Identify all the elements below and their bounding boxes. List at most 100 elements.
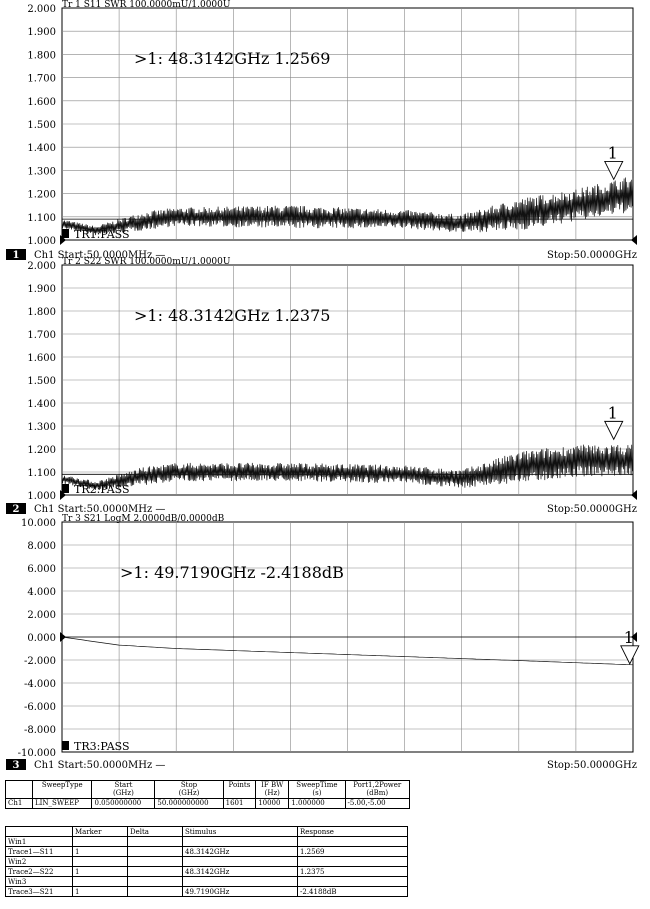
sweep-cell: 10000 [255,798,290,809]
sweep-header-cell: Start (GHz) [91,780,156,799]
marker-data-row: Trace3—S21 1 49.7190GHz -2.4188dB [5,886,408,897]
marker-triangle [604,420,624,441]
footer-start: Ch1 Start:50.0000MHz — [34,760,165,771]
channel-badge [6,759,26,770]
marker-cell: Trace3—S21 [5,886,73,897]
y-tick-label: 1.900 [27,284,56,295]
trace-line [61,444,634,490]
footer-start: Ch1 Start:50.0000MHz — [34,250,165,261]
marker-triangle [604,160,624,181]
y-tick-label: 1.300 [27,422,56,433]
marker-number-label: 1 [624,628,634,647]
marker-cell: Win3 [5,876,73,887]
sweep-header-cell: Points [222,780,257,799]
sweep-cell: 0.050000000 [91,798,156,809]
marker-cell [72,836,128,847]
sweep-cell: LIN_SWEEP [31,798,93,809]
marker-header-row: Marker Delta Stimulus Response [5,826,408,837]
marker-cell [72,876,128,887]
channel-number: 3 [13,760,20,771]
marker-cell [182,876,298,887]
reference-arrow-left [60,490,66,500]
marker-cell: 1.2569 [297,846,408,857]
pass-indicator [62,741,69,750]
marker-header-cell: Response [297,826,408,837]
sweep-cell: -5.00,-5.00 [344,798,410,809]
marker-data-row: Trace1—S11 1 48.3142GHz 1.2569 [5,846,408,857]
sweep-header-cell: SweepType [31,780,93,799]
marker-cell [297,856,408,867]
marker-cell: Trace1—S11 [5,846,73,857]
sweep-header-cell: Stop (GHz) [154,780,224,799]
marker-cell: 48.3142GHz [182,866,298,877]
sweep-header-text: Start (GHz) [112,781,134,797]
y-tick-label: 1.500 [27,376,56,387]
y-tick-label: 1.200 [27,445,56,456]
reference-arrow-right [631,235,637,245]
plot-panel-2: 2.000 1.900 1.800 1.700 1.600 1.500 1.400 1.300… [6,257,637,515]
sweep-header-text: Stop (GHz) [178,781,200,797]
footer-stop: Stop:50.0000GHz [547,760,637,771]
sweep-header-text: SweepTime (s) [296,781,338,797]
y-tick-label: 1.600 [27,97,56,108]
pass-label: TR2:PASS [74,483,130,496]
marker-cell: 1 [72,886,128,897]
marker-cell [72,856,128,867]
sweep-settings-table: SweepType Start (GHz) Stop (GHz) Points … [5,780,410,809]
channel-badge [6,249,26,260]
marker-cell: 48.3142GHz [182,846,298,857]
y-tick-label: 1.800 [27,50,56,61]
marker-number-label: 1 [608,403,618,422]
y-tick-label: 1.400 [27,399,56,410]
y-tick-label: 1.000 [27,236,56,247]
marker-number-label: 1 [608,143,618,162]
trace-line [61,177,634,236]
marker-cell: 1.2375 [297,866,408,877]
marker-cell [182,856,298,867]
trace-header: Tr 2 S22 SWR 100.0000mU/1.0000U [62,257,231,267]
marker-cell: 1 [72,866,128,877]
y-tick-label: -4.000 [24,679,56,690]
sweep-header-text: IF BW (Hz) [261,781,284,797]
sweep-header-row: SweepType Start (GHz) Stop (GHz) Points … [5,780,410,799]
marker-data-row: Trace2—S22 1 48.3142GHz 1.2375 [5,866,408,877]
y-tick-label: 1.000 [27,491,56,502]
sweep-cell: Ch1 [5,798,33,809]
marker-cell [127,836,183,847]
plot-panel-3: 10.000 8.000 6.000 4.000 2.000 0.000 -2.000 -4.… [6,514,640,771]
y-tick-label: 1.400 [27,143,56,154]
reference-arrow-left [60,235,66,245]
marker-cell [127,856,183,867]
marker-cell [127,846,183,857]
sweep-cell: 1.000000 [288,798,346,809]
sweep-header-text: Port1,2Power (dBm) [353,781,402,797]
channel-number: 2 [13,504,20,515]
channel-badge [6,503,26,514]
footer-start: Ch1 Start:50.0000MHz — [34,504,165,515]
y-tick-label: -8.000 [24,725,56,736]
sweep-cell: 50.000000000 [154,798,224,809]
pass-indicator [62,229,69,238]
marker-readout: >1: 48.3142GHz 1.2375 [134,306,330,325]
marker-cell: Win1 [5,836,73,847]
channel-number: 1 [13,250,20,261]
marker-readout: >1: 49.7190GHz -2.4188dB [120,563,344,582]
y-tick-label: 6.000 [27,564,56,575]
reference-arrow-right [631,490,637,500]
y-tick-label: 1.300 [27,166,56,177]
marker-cell: Trace2—S22 [5,866,73,877]
y-tick-label: 1.800 [27,307,56,318]
marker-readout: >1: 48.3142GHz 1.2569 [134,49,330,68]
sweep-data-row: Ch1 LIN_SWEEP 0.050000000 50.000000000 1… [5,798,410,809]
sweep-header-cell: IF BW (Hz) [255,780,290,799]
marker-cell: Win2 [5,856,73,867]
marker-readout-table: Marker Delta Stimulus Response Win1 Trace… [5,826,408,897]
y-tick-label: 1.100 [27,468,56,479]
marker-window-row: Win2 [5,856,408,867]
analyzer-plots: 2.000 1.900 1.800 1.700 1.600 1.500 1.400 1.300… [6,0,640,771]
marker-cell [127,886,183,897]
marker-header-cell: Delta [127,826,183,837]
y-tick-label: 2.000 [27,4,56,15]
reference-arrow-right [631,632,637,642]
marker-cell [297,836,408,847]
